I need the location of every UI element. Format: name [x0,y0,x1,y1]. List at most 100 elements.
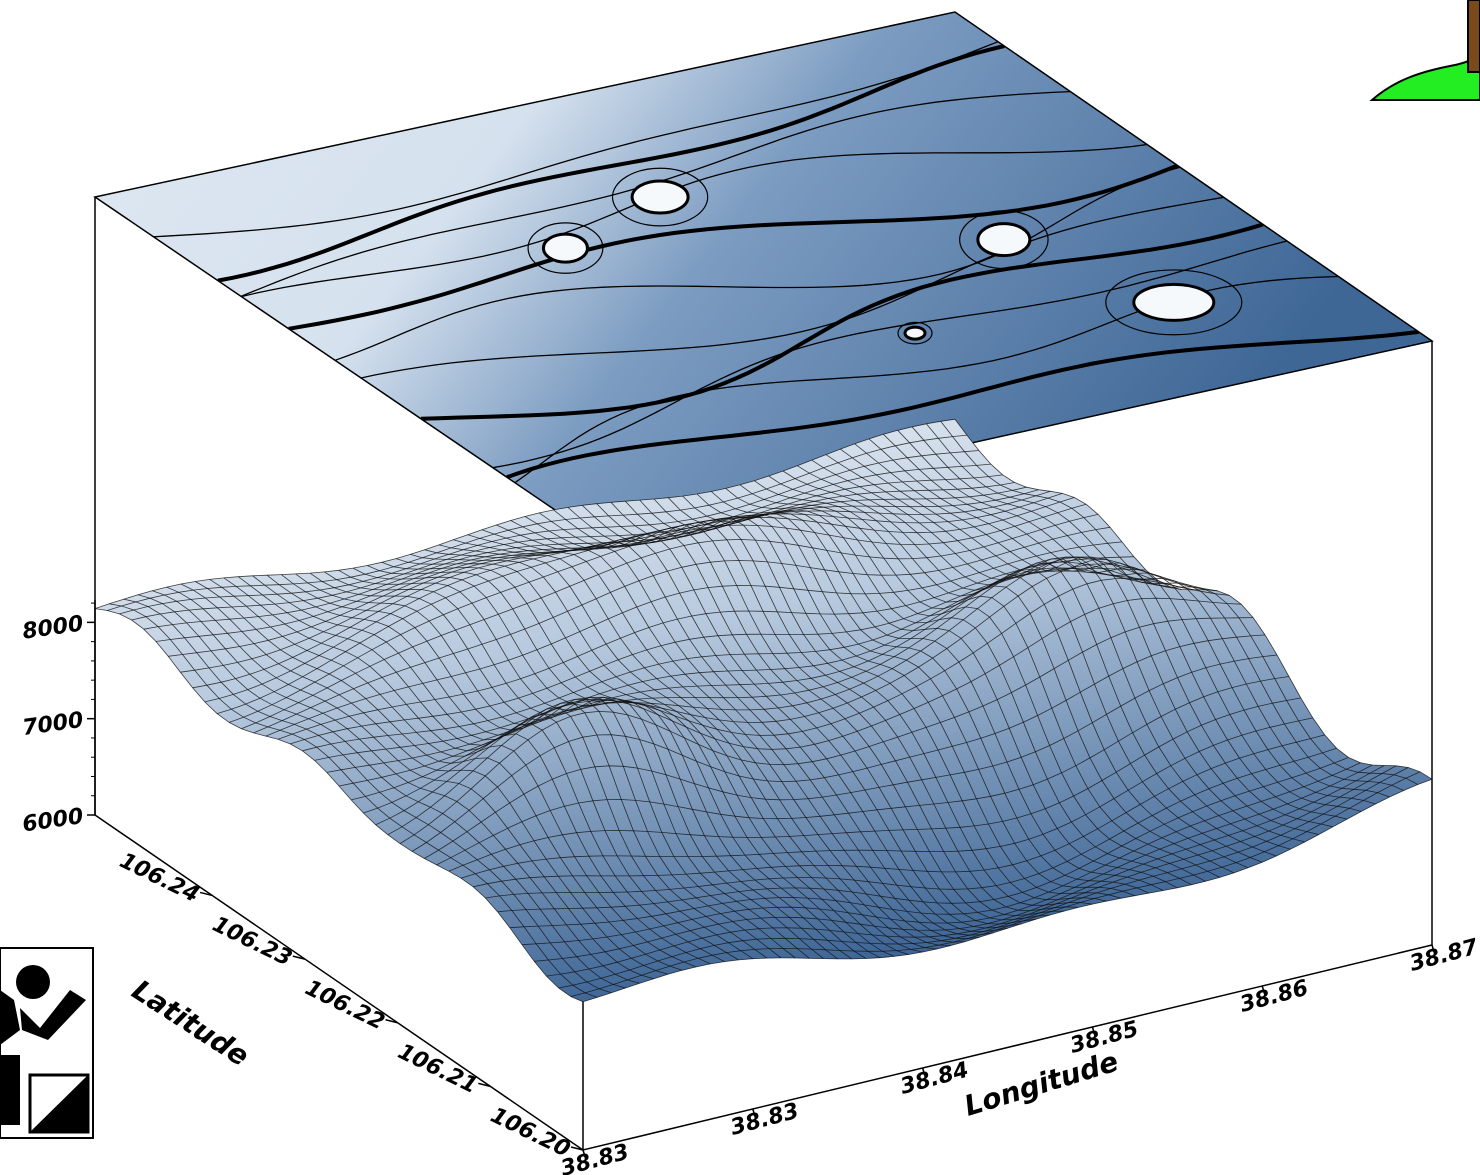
contour-peak [630,179,690,215]
mesh-line [668,497,1150,894]
mesh-line [123,598,612,994]
contour-lines [153,41,1420,484]
mesh-line [510,520,994,936]
mesh-line [739,484,1220,878]
longitude-tick [1431,944,1436,956]
mesh-surface [94,418,1433,1151]
mesh-line [109,603,598,998]
mesh-line [811,459,1291,850]
mesh-line [725,488,1206,882]
mesh-line [352,567,838,960]
mesh-line [395,558,881,959]
mesh-line [496,524,980,940]
contour-peak [976,222,1032,258]
mesh-line [854,443,1333,828]
z-tick-label: 6000 [21,804,85,837]
top-contour-map [93,11,1434,530]
mesh-line [453,539,937,950]
mesh-line [410,554,895,957]
mesh-line [295,573,782,959]
latitude-tick-label: 106.22 [301,976,388,1036]
contour-ring [897,321,933,345]
mesh-line [424,549,909,955]
mesh-line [797,465,1277,857]
mesh-line [840,448,1319,835]
mesh-line [481,529,966,943]
mesh-line [281,574,768,959]
longitude-axis-title: Longitude [960,1045,1122,1123]
contour-line [506,329,1420,480]
longitude-tick-label: 38.83 [728,1099,802,1141]
latitude-tick [478,1082,491,1088]
latitude-axis-title: Latitude [126,973,255,1073]
mesh-line [367,565,853,960]
z-tick-label: 8000 [21,611,85,644]
mesh-line [381,561,867,959]
contour-line [334,166,1181,361]
mesh-line [954,418,1433,780]
latitude-tick [199,891,213,897]
mesh-line [137,594,626,989]
mesh-line [940,421,1418,785]
figure-with-mesh-logo [0,947,94,1139]
latitude-tick [385,1018,398,1024]
mesh-line [754,480,1235,874]
contour-ring [611,167,709,227]
mesh-line [653,498,1135,897]
mesh-line [338,569,824,959]
mesh-line [768,475,1249,869]
mesh-line [266,574,754,960]
mesh-line [252,575,739,961]
mesh-line [711,491,1192,886]
contour-map-face [93,11,1434,530]
longitude-tick [752,1108,757,1120]
mesh-line [324,571,810,959]
mesh-line [825,454,1305,843]
mesh-line [868,438,1348,820]
contour-peak [541,232,589,264]
longitude-tick [582,1149,587,1161]
mesh-line [539,512,1022,929]
contour-line [217,44,1005,283]
latitude-tick-label: 106.24 [116,848,203,908]
mesh-line [152,590,640,984]
latitude-tick-label: 106.21 [394,1039,481,1099]
mesh-line [925,423,1404,791]
mesh-line [911,426,1390,798]
latitude-tick [292,955,306,960]
mesh-line [610,502,1093,906]
latitude-tick-label: 106.20 [487,1103,574,1163]
mesh-line [94,608,584,1003]
longitude-tick [1261,985,1266,997]
mesh-line [782,470,1263,863]
mesh-line [553,509,1036,925]
contour-line [492,240,1288,469]
latitude-tick-label: 106.23 [208,912,295,972]
mesh-line [223,577,711,965]
z-tick-label: 7000 [21,708,85,741]
latitude-tick [570,1146,584,1151]
contour-peak [1132,282,1216,322]
contour-line [153,41,999,238]
mesh-line [467,534,951,946]
contour-ring [527,222,604,274]
contour-ring [1105,269,1243,336]
green-hill-logo [1369,0,1480,101]
longitude-tick [921,1067,927,1079]
contour-ring [959,210,1049,270]
mesh-line [309,572,796,959]
contour-line [420,222,1264,421]
longitude-tick-label: 38.87 [1407,934,1480,976]
longitude-tick [1091,1026,1097,1038]
mesh-line [180,583,669,975]
mesh-line [166,586,654,980]
longitude-tick-label: 38.86 [1237,976,1311,1018]
mesh-line [209,579,697,968]
mesh-line [438,544,923,953]
mesh-line [567,507,1051,921]
mesh-line [696,493,1178,889]
z-axis: 6000 7000 8000 [21,600,96,837]
mesh-line [883,434,1362,812]
